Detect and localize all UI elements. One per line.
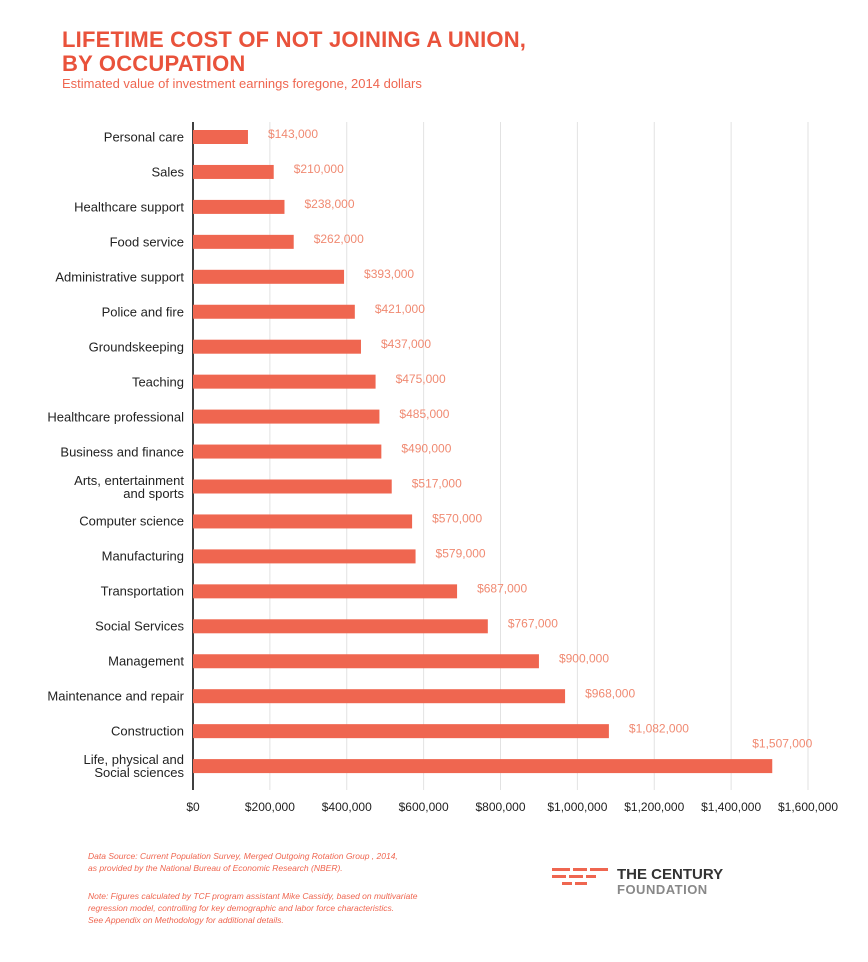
x-tick-label: $1,200,000 [624,800,684,814]
bar [193,549,416,564]
value-label: $475,000 [396,372,446,386]
bar [193,514,413,529]
y-tick-label: Computer science [79,513,184,529]
bar [193,374,376,389]
method-note: Note: Figures calculated by TCF program … [88,891,418,925]
source-note: Data Source: Current Population Survey, … [88,851,398,873]
y-tick-label: Business and finance [60,444,184,460]
y-tick-label: Transportation [100,583,184,599]
y-tick-label: Life, physical and Social sciences [83,752,184,781]
logo-icon [552,868,608,885]
value-label: $262,000 [314,232,364,246]
bar [193,479,392,494]
logo-text: THE CENTURY [617,866,724,883]
value-label: $143,000 [268,127,318,141]
chart-title: LIFETIME COST OF NOT JOINING A UNION, BY… [62,27,527,76]
bar [193,199,285,214]
bar [193,164,274,179]
value-label: $687,000 [477,582,527,596]
value-label: $900,000 [559,651,609,665]
y-tick-label: Personal care [103,129,184,145]
bar [193,269,345,284]
bar [193,130,248,144]
x-tick-label: $0 [186,800,200,814]
bar [193,584,458,599]
bar [193,409,380,424]
y-tick-label: Sales [151,164,184,180]
bar [193,654,539,669]
x-tick-label: $1,000,000 [547,800,607,814]
value-label: $421,000 [375,302,425,316]
x-tick-label: $200,000 [245,800,295,814]
value-label: $490,000 [401,442,451,456]
value-label: $968,000 [585,686,635,700]
value-label: $517,000 [412,477,462,491]
y-tick-label: Manufacturing [101,548,184,564]
x-tick-label: $800,000 [475,800,525,814]
bar [193,304,355,319]
value-label: $767,000 [508,616,558,630]
value-label: $238,000 [304,197,354,211]
bar [193,444,382,459]
value-label: $393,000 [364,267,414,281]
value-label: $579,000 [436,547,486,561]
y-tick-label: Police and fire [101,304,184,320]
y-tick-label: Administrative support [55,269,184,285]
y-tick-label: Healthcare professional [47,409,184,425]
y-tick-label: Groundskeeping [88,339,184,355]
value-label: $1,082,000 [629,721,689,735]
y-tick-label: Teaching [131,374,184,390]
value-label: $437,000 [381,337,431,351]
bar [193,689,566,704]
bar [193,759,773,774]
x-tick-label: $400,000 [322,800,372,814]
y-tick-label: Maintenance and repair [47,688,184,704]
x-tick-label: $1,600,000 [778,800,838,814]
x-tick-label: $600,000 [399,800,449,814]
bar [193,619,488,634]
y-tick-label: Arts, entertainment and sports [74,472,184,501]
bar [193,234,294,249]
value-label: $1,507,000 [752,736,812,750]
value-label: $485,000 [399,407,449,421]
y-tick-label: Construction [111,723,184,739]
logo-text: FOUNDATION [617,882,708,897]
y-tick-label: Food service [109,234,184,250]
y-tick-label: Healthcare support [74,199,184,215]
y-tick-label: Social Services [95,618,184,634]
chart-subtitle: Estimated value of investment earnings f… [62,76,422,91]
y-tick-label: Management [108,653,184,669]
value-label: $210,000 [294,162,344,176]
x-tick-label: $1,400,000 [701,800,761,814]
bar [193,724,609,739]
value-label: $570,000 [432,512,482,526]
bar [193,339,361,354]
